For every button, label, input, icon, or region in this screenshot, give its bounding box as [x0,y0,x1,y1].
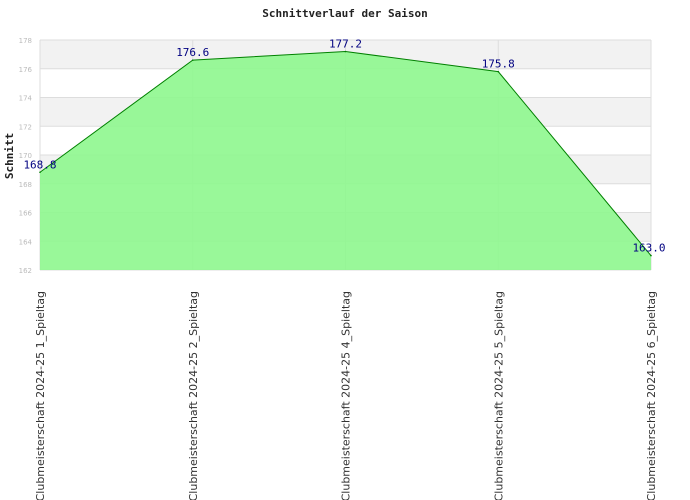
area-series [39,50,652,270]
x-tick-label: Clubmeisterschaft 2024-25 5_Spieltag [492,291,505,500]
data-labels: 168.8 176.6 177.2 175.8 163.0 [23,38,665,255]
y-axis-label: Schnitt [3,133,16,179]
data-label: 176.6 [176,46,209,59]
x-tick-label: Clubmeisterschaft 2024-25 2_Spieltag [187,291,200,500]
y-tick-label: 170 [19,152,32,160]
data-point [344,50,347,53]
x-tick-label: Clubmeisterschaft 2024-25 6_Spieltag [645,291,658,500]
y-tick-label: 164 [19,238,33,246]
data-point [497,70,500,73]
data-label: 163.0 [632,242,665,255]
data-point [650,254,652,257]
x-tick-labels: Clubmeisterschaft 2024-25 1_Spieltag Club… [34,291,658,500]
y-tick-labels: 162 164 166 168 170 172 174 176 178 [19,37,33,275]
x-tick-label: Clubmeisterschaft 2024-25 1_Spieltag [34,291,47,500]
chart-title: Schnittverlauf der Saison [262,7,428,20]
y-tick-label: 178 [19,37,32,45]
data-point [191,59,194,61]
data-point [39,171,41,174]
y-tick-label: 166 [19,210,33,218]
y-tick-label: 174 [19,95,33,103]
y-tick-label: 168 [19,181,32,189]
data-label: 168.8 [23,158,56,171]
y-tick-label: 172 [19,123,32,131]
data-label: 175.8 [482,58,515,71]
data-label: 177.2 [329,38,362,51]
y-tick-label: 162 [19,267,32,275]
area-fill [40,51,651,270]
y-tick-label: 176 [19,66,33,74]
x-tick-label: Clubmeisterschaft 2024-25 4_Spieltag [340,291,353,500]
